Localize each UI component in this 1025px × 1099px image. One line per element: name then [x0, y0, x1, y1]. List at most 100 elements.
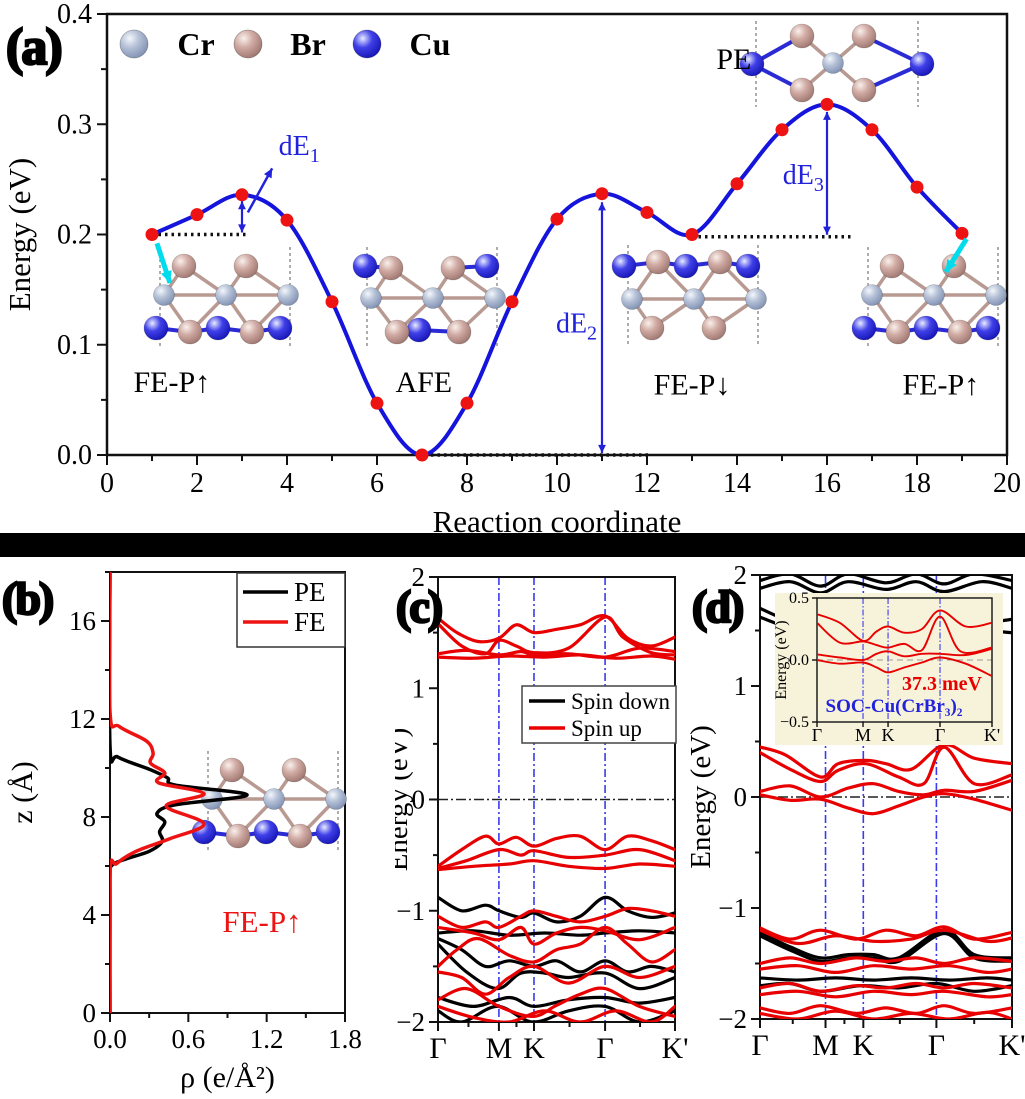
barrier-arrow-head: [238, 224, 246, 233]
legend-label: Spin down: [571, 689, 671, 714]
x-tick-label: 10: [543, 468, 571, 499]
bands-group: [438, 613, 675, 1022]
data-point-marker: [190, 208, 204, 222]
atom-br: [239, 319, 265, 345]
atom-cu: [735, 253, 761, 279]
kpoint-label: Γ: [751, 1029, 768, 1062]
structure-FE-P↓: [611, 245, 767, 347]
band-spin-up: [438, 925, 675, 946]
inset-band-spin-up: [817, 615, 992, 654]
structure-FE-P↑: [143, 247, 299, 349]
inset-gap-label: 37.3 meV: [902, 673, 983, 695]
plot-frame: [105, 12, 1009, 457]
atom-br: [384, 319, 410, 345]
band-spin-up: [438, 1004, 675, 1022]
y-tick-label: −2: [718, 1004, 747, 1034]
panel-divider: [0, 533, 1025, 557]
x-tick-label: 0.0: [93, 1024, 127, 1054]
inset-y-tick-label: −0.5: [780, 714, 809, 731]
atom-cu: [267, 315, 293, 341]
y-tick-label: 0: [412, 785, 426, 815]
atom-cu: [143, 315, 169, 341]
y-tick-label: −1: [396, 896, 425, 926]
x-tick-label: 20: [993, 468, 1021, 499]
kpoint-label: M: [486, 1032, 513, 1065]
atom-br: [225, 823, 251, 849]
atom-br: [701, 315, 727, 341]
inset-background: [775, 593, 1003, 745]
band-spin-up: [438, 859, 675, 872]
atom-br: [378, 255, 404, 281]
atom-br: [171, 253, 197, 279]
atom-cu: [913, 315, 939, 341]
kpoint-label: K: [523, 1032, 545, 1065]
data-point-marker: [640, 205, 654, 219]
atom-cu: [673, 253, 699, 279]
y-tick-label: 0.1: [57, 330, 92, 361]
y-tick-label: 8: [83, 802, 97, 832]
kpoint-label: Γ: [928, 1029, 945, 1062]
kpoint-label: K': [661, 1032, 688, 1065]
x-tick-label: 8: [460, 468, 474, 499]
atom-br: [177, 319, 203, 345]
x-tick-label: 0.6: [171, 1024, 205, 1054]
data-point-marker: [730, 177, 744, 191]
band-spin-up: [438, 833, 675, 868]
x-tick-label: 18: [903, 468, 931, 499]
atom-cr: [861, 284, 883, 306]
atom-cr: [360, 287, 382, 309]
atom-cu: [851, 315, 877, 341]
atom-br: [281, 757, 307, 783]
x-tick-label: 14: [723, 468, 751, 499]
data-point-marker: [460, 396, 474, 410]
band-spin-down: [438, 1004, 675, 1022]
band-spin-down: [438, 929, 675, 937]
atom-cr: [923, 284, 945, 306]
inset-kpoint-label: Γ: [935, 725, 945, 745]
atom-br: [639, 315, 665, 341]
barrier-arrow-head: [823, 111, 831, 120]
band-spin-up: [438, 906, 675, 930]
y-tick-label: 0.3: [57, 109, 92, 140]
inset-kpoint-label: K': [984, 725, 1000, 745]
x-tick-label: 0: [100, 468, 114, 499]
kpoint-label: K': [998, 1029, 1025, 1062]
atom-br: [947, 319, 973, 345]
density-curve-pe: [110, 572, 249, 1013]
data-point-marker: [955, 226, 969, 240]
data-point-marker: [415, 448, 429, 462]
atom-cu: [474, 253, 500, 279]
atom-cr: [153, 284, 175, 306]
structure-AFE: [352, 247, 506, 349]
band-spin-up: [760, 792, 1012, 816]
atom-cr: [822, 52, 844, 74]
band-spin-up: [760, 743, 1012, 779]
atom-cr: [484, 287, 506, 309]
atom-br: [879, 253, 905, 279]
x-tick-label: 4: [280, 468, 294, 499]
data-point-marker: [550, 212, 564, 226]
state-label: FE-P↑: [903, 368, 980, 401]
y-tick-label: 12: [69, 704, 96, 734]
neb-curve: [150, 102, 964, 457]
band-spin-up: [438, 646, 675, 659]
data-point-marker: [370, 396, 384, 410]
x-tick-label: 6: [370, 468, 384, 499]
atom-cu: [975, 315, 1001, 341]
atom-legend-label: Br: [290, 26, 326, 62]
state-label: FE-P↓: [654, 368, 731, 401]
kpoint-label: K: [852, 1029, 874, 1062]
kpoint-label: Γ: [596, 1032, 613, 1065]
atom-br: [707, 249, 733, 275]
band-spin-down: [760, 931, 1012, 965]
atom-cu: [253, 819, 279, 845]
x-tick-label: 2: [190, 468, 204, 499]
data-point-marker: [235, 188, 249, 202]
y-tick-label: 2: [412, 562, 426, 592]
density-curve-fe: [110, 572, 206, 1013]
x-tick-label: 12: [633, 468, 661, 499]
atom-legend-sphere-cu: [352, 29, 382, 59]
y-axis-title: Energy (eV): [2, 158, 37, 312]
